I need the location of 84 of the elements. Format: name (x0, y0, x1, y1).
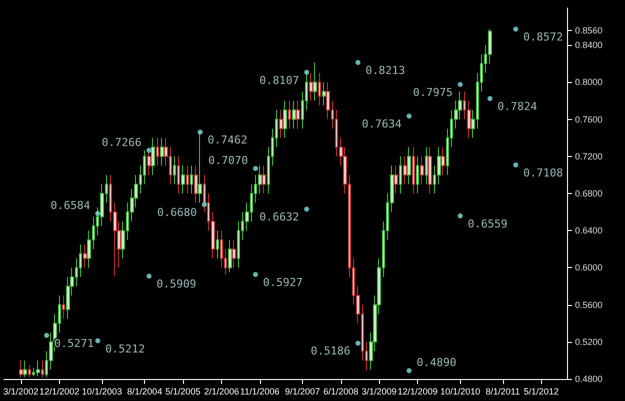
candlestick (83, 244, 87, 268)
candlestick (19, 360, 23, 378)
candlestick (173, 156, 176, 185)
annotation: 0.5909 (156, 278, 196, 291)
x-tick-label: 5/1/2012 (524, 386, 559, 396)
x-tick-label: 11/1/2006 (240, 386, 280, 396)
candlestick (441, 146, 445, 176)
candlestick (296, 100, 300, 130)
candlestick (181, 165, 185, 194)
y-tick-label: 0.5200 (575, 336, 603, 347)
annotation: 0.6632 (259, 210, 300, 224)
x-tick-label: 5/1/2005 (165, 386, 200, 396)
candlestick (322, 82, 326, 106)
y-tick-label: 0.6400 (575, 226, 603, 236)
candlestick (23, 360, 27, 378)
annotation: 0.5927 (263, 276, 303, 289)
candlestick (190, 165, 193, 194)
annotation: 0.8107 (259, 74, 300, 87)
candlestick (394, 165, 398, 194)
x-tick-label: 3/1/2009 (362, 386, 397, 396)
candlestick (228, 239, 232, 273)
candlestick (399, 156, 402, 194)
candlestick (41, 360, 44, 378)
y-tick-label: 0.6000 (575, 262, 603, 273)
candlestick (425, 146, 428, 185)
y-tick-label: 0.7200 (575, 151, 603, 162)
candlestick (262, 165, 266, 194)
annotation: 0.6559 (468, 217, 508, 230)
annotation: 0.6680 (157, 206, 197, 220)
candlestick (232, 239, 236, 268)
x-tick-label: 9/1/2007 (284, 386, 320, 396)
annotation: 0.7070 (208, 154, 248, 167)
annotation: 0.7266 (102, 136, 142, 149)
candlestick (407, 146, 411, 185)
annotation: 0.7634 (362, 118, 402, 131)
candlestick (36, 360, 40, 377)
annotation: 0.7108 (523, 166, 563, 180)
candlestick (403, 156, 407, 185)
candlestick (151, 137, 155, 176)
y-tick-label: 0.6800 (575, 188, 603, 198)
annotation: 0.8213 (365, 64, 406, 77)
y-tick-label: 0.8000 (575, 77, 603, 88)
candlestick (288, 100, 291, 130)
x-tick-label: 12/1/2002 (39, 386, 80, 396)
annotation: 0.5212 (105, 342, 145, 356)
candlestick (309, 72, 313, 102)
candlestick (283, 100, 287, 138)
candlestick (177, 156, 180, 194)
candlestick (416, 156, 419, 194)
x-tick-label: 6/1/2008 (323, 386, 358, 396)
candlestick (216, 230, 219, 259)
candlestick (194, 165, 198, 204)
x-tick-label: 12/1/2009 (398, 386, 438, 396)
candlestick (318, 72, 321, 106)
annotation: 0.7462 (208, 134, 248, 147)
annotation: 0.8572 (523, 30, 563, 44)
y-tick-label: 0.5600 (575, 300, 603, 310)
candlestick (198, 132, 202, 204)
x-tick-label: 2/1/2006 (204, 386, 240, 396)
candlestick (420, 156, 424, 185)
x-tick-label: 8/1/2004 (127, 386, 162, 396)
annotation: 0.4890 (416, 356, 456, 370)
x-tick-label: 3/1/2002 (3, 386, 38, 396)
candlestick (186, 165, 189, 194)
annotation: 0.5186 (310, 344, 350, 358)
candlestick (313, 62, 317, 102)
candlestick (62, 295, 65, 320)
candlestick (28, 364, 31, 378)
annotation: 0.7975 (412, 86, 453, 100)
y-tick-label: 0.4800 (575, 374, 603, 384)
candlestick (292, 100, 296, 130)
candlestick (412, 146, 415, 194)
candlestick (160, 137, 164, 166)
candlestick (156, 137, 159, 166)
candlestick (428, 146, 432, 194)
annotation: 0.6584 (50, 199, 91, 212)
x-tick-label: 10/1/2003 (82, 386, 122, 396)
x-tick-label: 10/1/2010 (440, 386, 480, 396)
annotation: 0.7824 (497, 100, 538, 114)
candlestick (279, 110, 283, 138)
x-tick-label: 8/1/2011 (486, 386, 520, 396)
y-tick-label: 0.7600 (575, 114, 603, 124)
y-tick-label: 0.8400 (575, 40, 603, 50)
y-tick-label: 0.8560 (575, 25, 603, 36)
